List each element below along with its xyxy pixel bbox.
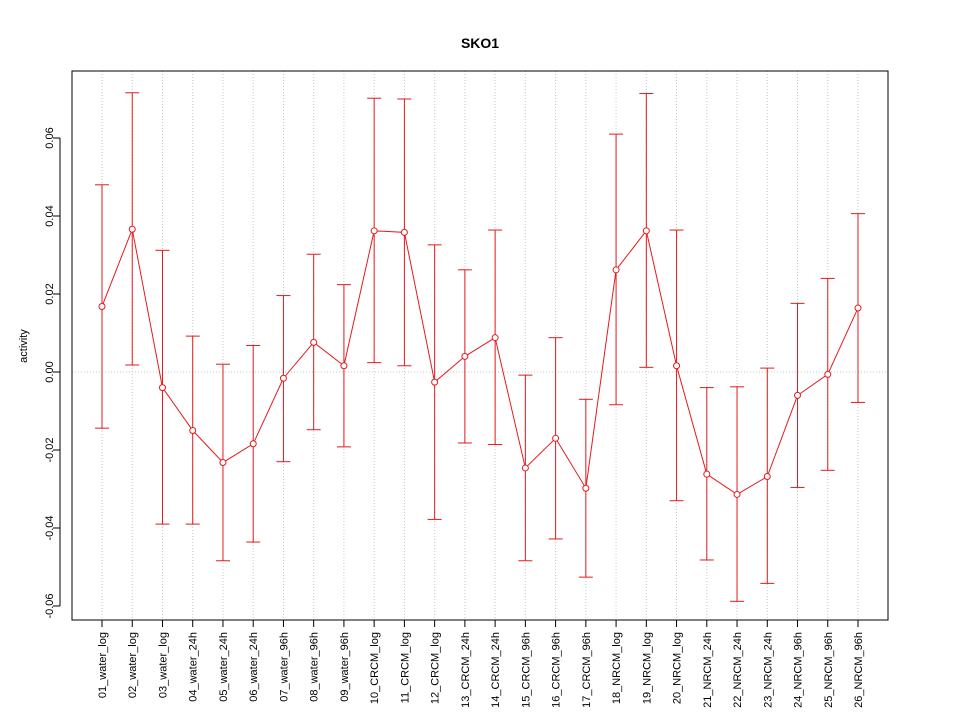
data-point (521, 464, 529, 472)
y-tick-label: -0.04 (44, 515, 56, 540)
x-tick-label: 07_water_96h (278, 632, 290, 702)
x-tick-label: 12_CRCM_log (430, 632, 442, 704)
data-point (491, 334, 499, 342)
y-tick-label: 0.02 (44, 283, 56, 304)
x-tick-label: 02_water_log (127, 632, 139, 698)
data-point (642, 227, 650, 235)
data-point (582, 484, 590, 492)
x-tick-label: 22_NRCM_24h (732, 632, 744, 708)
y-axis-title: activity (18, 329, 30, 363)
data-point (824, 370, 832, 378)
data-point (673, 362, 681, 370)
data-point (98, 302, 106, 310)
x-tick-label: 10_CRCM_log (369, 632, 381, 704)
data-point (431, 378, 439, 386)
data-point (370, 227, 378, 235)
x-tick-label: 13_CRCM_24h (460, 632, 472, 708)
grid (72, 71, 888, 620)
data-points (98, 225, 862, 498)
y-tick-label: -0.02 (44, 437, 56, 462)
x-tick-label: 09_water_96h (339, 632, 351, 702)
data-point (219, 458, 227, 466)
data-point (279, 374, 287, 382)
x-axis: 01_water_log 02_water_log 03_water_log 04_w… (97, 619, 865, 708)
series-line (101, 227, 859, 496)
data-point (310, 338, 318, 346)
x-tick-label: 14_CRCM_24h (490, 632, 502, 708)
data-point (733, 490, 741, 498)
x-tick-label: 24_NRCM_96h (793, 632, 805, 708)
x-tick-label: 01_water_log (97, 632, 109, 698)
plot-frame (71, 70, 889, 621)
x-tick-label: 26_NRCM_96h (853, 632, 865, 708)
y-tick-label: -0.06 (44, 593, 56, 618)
x-tick-label: 20_NRCM_log (672, 632, 684, 704)
y-tick-label: 0.00 (44, 361, 56, 382)
data-point (189, 427, 197, 434)
data-point (461, 352, 469, 360)
x-tick-label: 21_NRCM_24h (702, 632, 714, 708)
data-point (158, 384, 166, 392)
data-point (552, 434, 560, 442)
x-tick-label: 25_NRCM_96h (823, 632, 835, 708)
data-point (400, 228, 408, 236)
x-tick-label: 17_CRCM_96h (581, 632, 593, 708)
data-point (612, 266, 620, 274)
x-tick-label: 19_NRCM_log (641, 632, 653, 704)
chart-title: SKO1 (461, 35, 499, 51)
x-tick-label: 16_CRCM_96h (551, 632, 563, 708)
data-point (128, 225, 136, 233)
x-tick-label: 18_NRCM_log (611, 632, 623, 704)
x-tick-label: 03_water_log (157, 632, 169, 698)
x-tick-label: 04_water_24h (188, 632, 200, 702)
data-point (763, 473, 771, 481)
data-point (703, 470, 711, 478)
x-tick-label: 15_CRCM_96h (520, 632, 532, 708)
y-tick-label: 0.06 (44, 127, 56, 148)
y-axis: -0.06 -0.04 -0.02 0.00 0.02 0.04 0.06 (44, 127, 61, 619)
x-tick-label: 23_NRCM_24h (762, 632, 774, 708)
data-point (854, 304, 862, 312)
data-point (794, 391, 802, 399)
x-tick-label: 06_water_24h (248, 632, 260, 702)
data-point (340, 362, 348, 370)
y-tick-label: 0.04 (44, 205, 56, 226)
x-tick-label: 11_CRCM_log (399, 632, 411, 703)
data-point (249, 440, 257, 448)
x-tick-label: 08_water_96h (309, 632, 321, 702)
x-tick-label: 05_water_24h (218, 632, 230, 702)
